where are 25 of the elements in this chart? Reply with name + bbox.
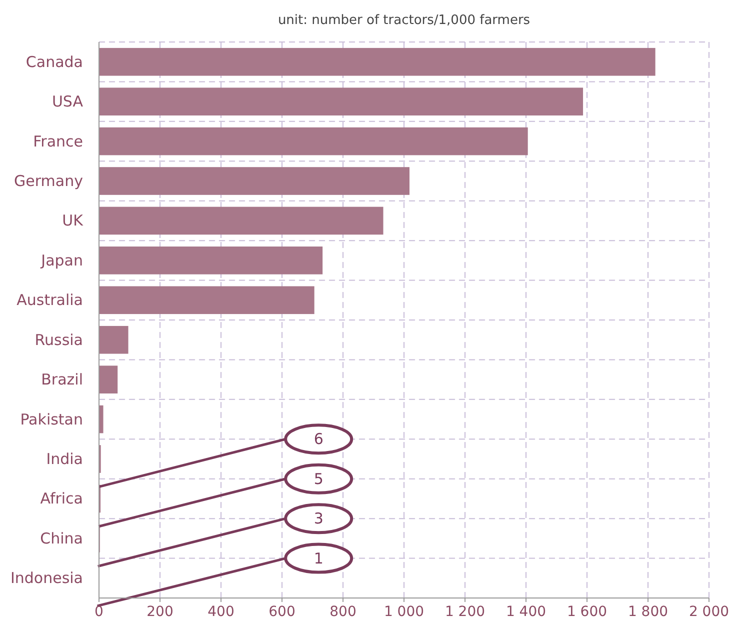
y-tick-label: Australia xyxy=(16,291,83,310)
x-tick-label: 2 000 xyxy=(688,604,730,620)
x-tick-label: 1 600 xyxy=(566,604,608,620)
x-tick-label: 1 400 xyxy=(506,604,546,620)
y-tick-label: China xyxy=(40,529,83,548)
y-tick-label: USA xyxy=(52,92,84,111)
y-tick-label: Africa xyxy=(40,490,83,508)
y-tick-label: Russia xyxy=(34,330,83,349)
x-tick-label: 1 800 xyxy=(628,604,668,620)
y-tick-label: France xyxy=(33,132,83,150)
data-label: 1 xyxy=(314,549,324,568)
data-label: 3 xyxy=(314,510,324,528)
x-tick-label: 1 000 xyxy=(384,604,424,620)
y-tick-label: India xyxy=(46,450,83,468)
x-tick-label: 1 200 xyxy=(444,604,486,620)
y-tick-label: Germany xyxy=(14,172,84,190)
chart-title: unit: number of tractors/1,000 farmers xyxy=(278,13,530,28)
y-tick-label: UK xyxy=(62,212,84,230)
y-tick-label: Indonesia xyxy=(10,569,83,588)
y-tick-label: Japan xyxy=(40,251,83,270)
data-label: 6 xyxy=(314,430,324,448)
y-tick-label: Pakistan xyxy=(20,410,83,428)
y-tick-label: Canada xyxy=(26,52,83,71)
y-tick-label: Brazil xyxy=(41,370,83,389)
data-label: 5 xyxy=(314,470,324,488)
